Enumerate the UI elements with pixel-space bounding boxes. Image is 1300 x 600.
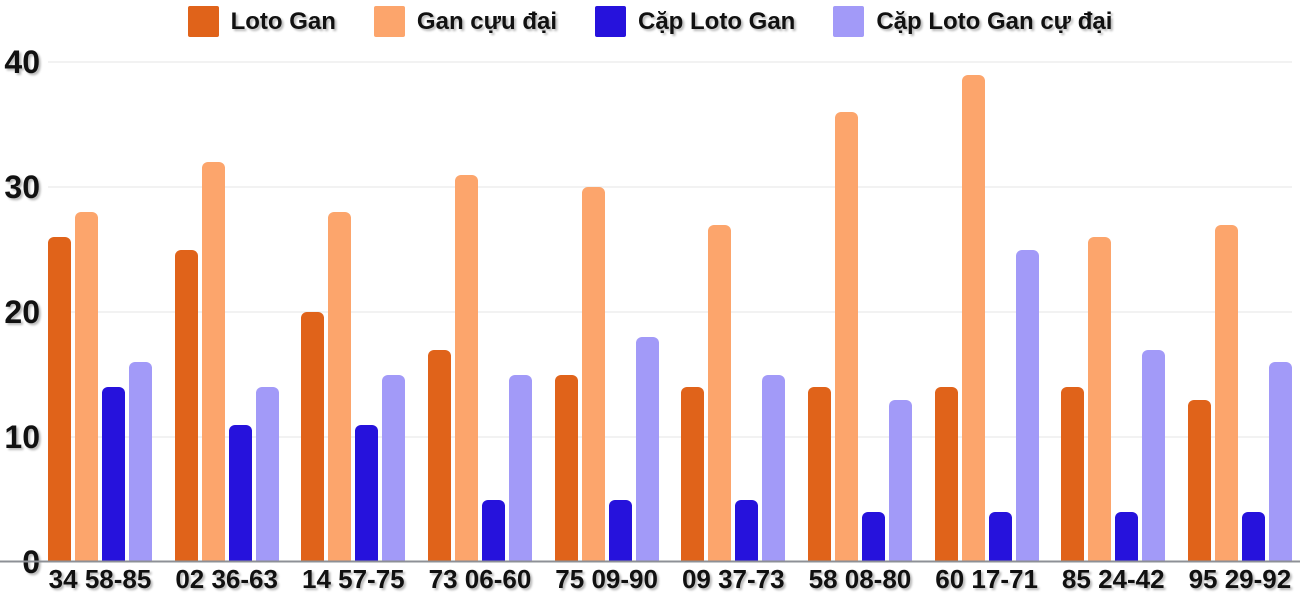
bar — [934, 387, 958, 562]
y-tick-label: 20 — [4, 294, 40, 330]
bar — [1241, 512, 1265, 562]
x-category-label: 75 09-90 — [555, 564, 658, 594]
bar-group — [174, 62, 279, 562]
bar — [961, 74, 985, 562]
bar — [454, 174, 478, 562]
bar — [129, 362, 152, 562]
bar — [75, 212, 98, 562]
gridline — [48, 311, 1292, 313]
legend: Loto Gan Gan cựu đại Cặp Loto Gan Cặp Loto … — [0, 6, 1300, 37]
bar — [382, 374, 406, 562]
bar — [102, 387, 125, 562]
legend-label: Cặp Loto Gan cự đại — [876, 7, 1113, 35]
legend-swatch-icon — [595, 6, 626, 37]
bar — [554, 374, 578, 562]
bar — [508, 374, 532, 562]
y-tick-label: 10 — [4, 419, 40, 455]
bar — [1142, 349, 1166, 562]
legend-item[interactable]: Loto Gan — [187, 6, 336, 37]
bar — [1115, 512, 1139, 562]
bar — [174, 249, 198, 562]
bar — [581, 187, 605, 562]
bar-group — [807, 62, 912, 562]
bar — [48, 237, 71, 562]
bar — [1015, 249, 1039, 562]
legend-label: Loto Gan — [230, 7, 336, 35]
x-category-label: 09 37-73 — [681, 564, 785, 594]
x-category-label: 02 36-63 — [175, 564, 278, 594]
bar — [807, 387, 831, 562]
y-tick-label: 30 — [4, 169, 40, 205]
bar — [1061, 387, 1085, 562]
bar-groups — [48, 62, 1292, 562]
bar-group — [681, 62, 786, 562]
bar — [681, 387, 705, 562]
legend-item[interactable]: Cặp Loto Gan — [595, 6, 795, 37]
bar — [762, 374, 786, 562]
legend-swatch-icon — [187, 6, 219, 37]
gridline — [48, 186, 1292, 188]
bar — [481, 499, 505, 562]
y-tick-label: 40 — [4, 44, 40, 80]
bar — [608, 499, 632, 562]
x-category-label: 58 08-80 — [808, 564, 912, 594]
x-axis: 34 58-85 02 36-63 14 57-75 73 06-60 75 09-90… — [48, 566, 1292, 592]
bar — [861, 512, 885, 562]
bar — [427, 349, 451, 562]
x-category-label: 60 17-71 — [935, 564, 1038, 594]
bar — [328, 212, 352, 562]
bar-group — [934, 62, 1039, 562]
bar — [1214, 224, 1238, 562]
bar — [255, 387, 279, 562]
legend-item[interactable]: Gan cựu đại — [373, 6, 557, 37]
bar-group — [1061, 62, 1166, 562]
bar — [1088, 237, 1112, 562]
bar — [888, 399, 912, 562]
x-category-label: 34 58-85 — [48, 564, 152, 594]
plot-area — [0, 61, 1300, 563]
bar-group — [1187, 62, 1292, 562]
bar — [988, 512, 1012, 562]
x-axis-line — [0, 560, 1300, 563]
legend-label: Cặp Loto Gan — [638, 7, 796, 35]
legend-swatch-icon — [373, 6, 405, 37]
bar-group — [427, 62, 532, 562]
gridline — [48, 436, 1292, 438]
bar — [228, 424, 252, 562]
bar-group — [301, 62, 406, 562]
x-category-label: 85 24-42 — [1061, 564, 1165, 594]
bar — [735, 499, 759, 562]
bar-group — [554, 62, 659, 562]
x-category-label: 14 57-75 — [301, 564, 405, 594]
legend-label: Gan cựu đại — [416, 7, 557, 35]
bar-group — [48, 62, 152, 562]
x-category-label: 95 29-92 — [1188, 564, 1292, 594]
bar — [1187, 399, 1211, 562]
y-axis: 010203040 — [0, 46, 42, 578]
bar — [635, 337, 659, 562]
bar — [708, 224, 732, 562]
bar — [834, 112, 858, 562]
x-category-label: 73 06-60 — [428, 564, 532, 594]
legend-item[interactable]: Cặp Loto Gan cự đại — [833, 6, 1112, 37]
bar — [1268, 362, 1292, 562]
legend-swatch-icon — [833, 6, 865, 37]
bar — [301, 312, 325, 562]
bar — [201, 162, 225, 562]
bar — [355, 424, 379, 562]
gridline — [48, 61, 1292, 63]
